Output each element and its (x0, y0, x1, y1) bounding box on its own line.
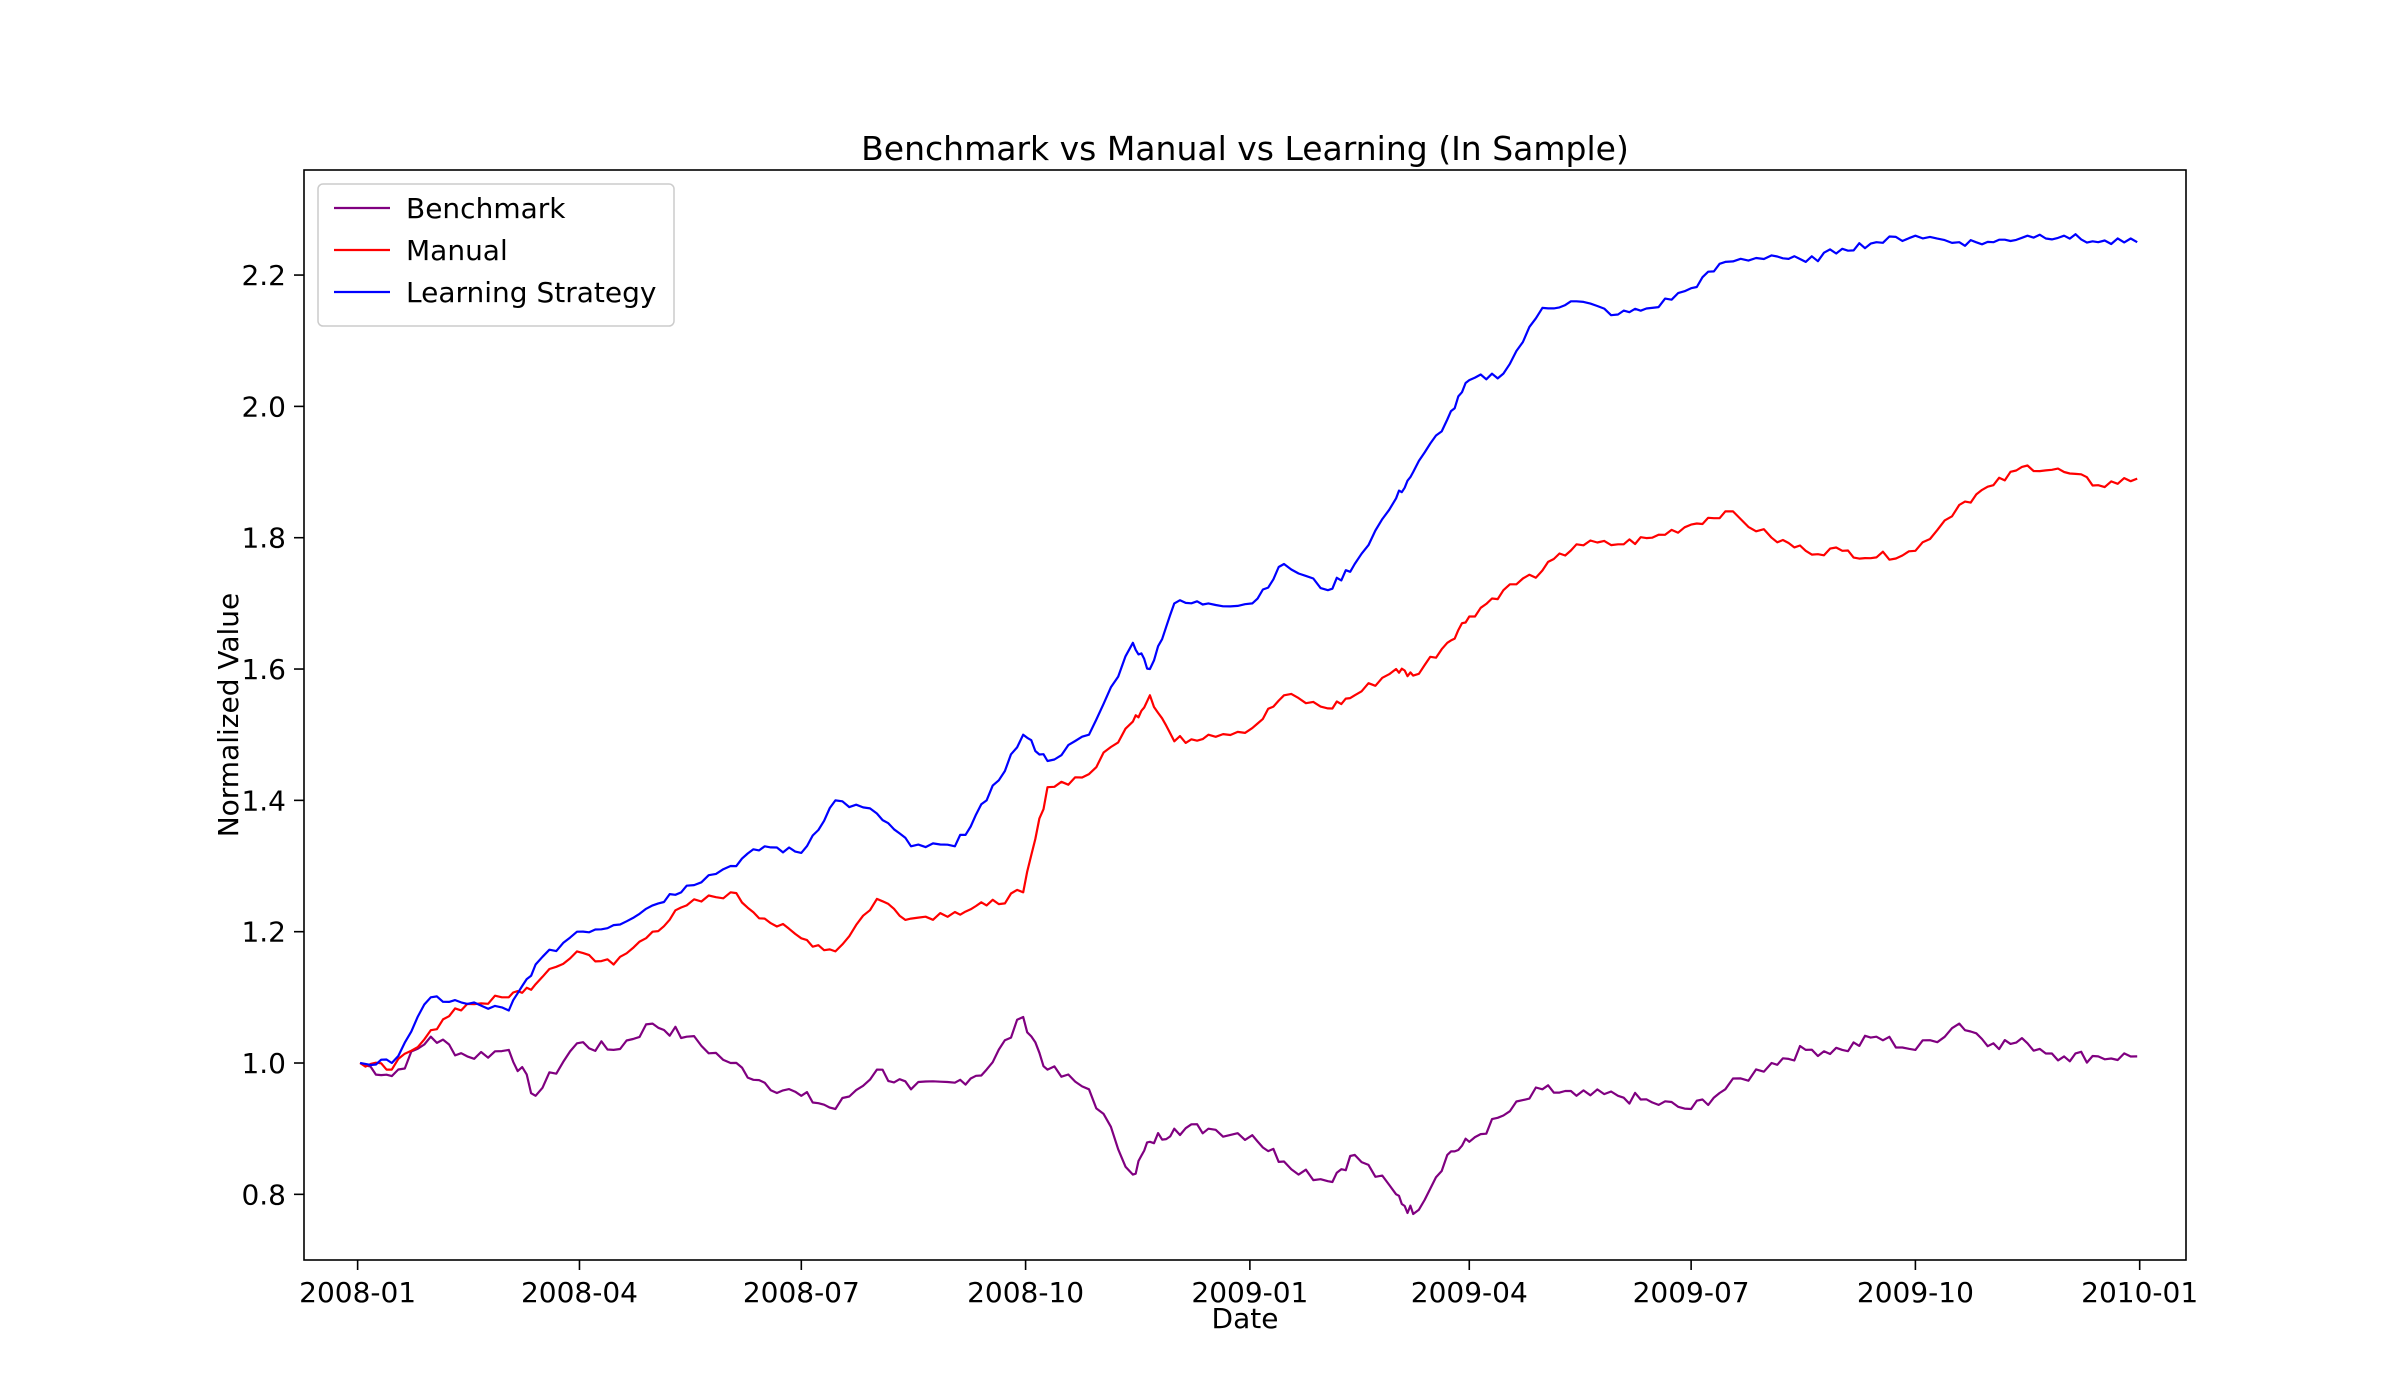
x-tick-label: 2008-07 (743, 1276, 860, 1309)
y-axis-label: Normalized Value (212, 593, 245, 838)
x-tick-label: 2009-07 (1633, 1276, 1750, 1309)
series-line-manual (359, 464, 2138, 1071)
axis-ticks: 2008-01 2008-04 2008-07 2008-10 2009-01 2009-… (241, 259, 2198, 1309)
legend-entry: Benchmark (406, 192, 566, 225)
x-tick-label: 2009-04 (1411, 1276, 1528, 1309)
plot-area-frame (303, 169, 2187, 1261)
series-line-learning-strategy (359, 233, 2138, 1067)
y-tick-label: 0.8 (241, 1178, 286, 1211)
y-tick-label: 1.2 (241, 916, 286, 949)
plot-lines (359, 233, 2138, 1216)
y-tick-label: 2.2 (241, 259, 286, 292)
legend-entry: Manual (406, 234, 508, 267)
x-tick-label: 2009-01 (1191, 1276, 1308, 1309)
y-tick-label: 1.6 (241, 653, 286, 686)
x-axis-label: Date (1212, 1302, 1279, 1335)
y-tick-label: 2.0 (241, 390, 286, 423)
series-line-benchmark (359, 1015, 2138, 1216)
y-tick-label: 1.8 (241, 522, 286, 555)
legend: Benchmark Manual Learning Strategy (317, 183, 675, 327)
y-tick-label: 1.4 (241, 784, 286, 817)
legend-entry: Learning Strategy (406, 276, 656, 309)
x-tick-label: 2008-01 (299, 1276, 416, 1309)
x-tick-label: 2009-10 (1857, 1276, 1974, 1309)
x-tick-label: 2008-04 (521, 1276, 638, 1309)
chart-title: Benchmark vs Manual vs Learning (In Samp… (861, 129, 1629, 168)
x-tick-label: 2010-01 (2081, 1276, 2198, 1309)
legend-box (317, 183, 675, 327)
x-tick-label: 2008-10 (967, 1276, 1084, 1309)
y-tick-label: 1.0 (241, 1047, 286, 1080)
